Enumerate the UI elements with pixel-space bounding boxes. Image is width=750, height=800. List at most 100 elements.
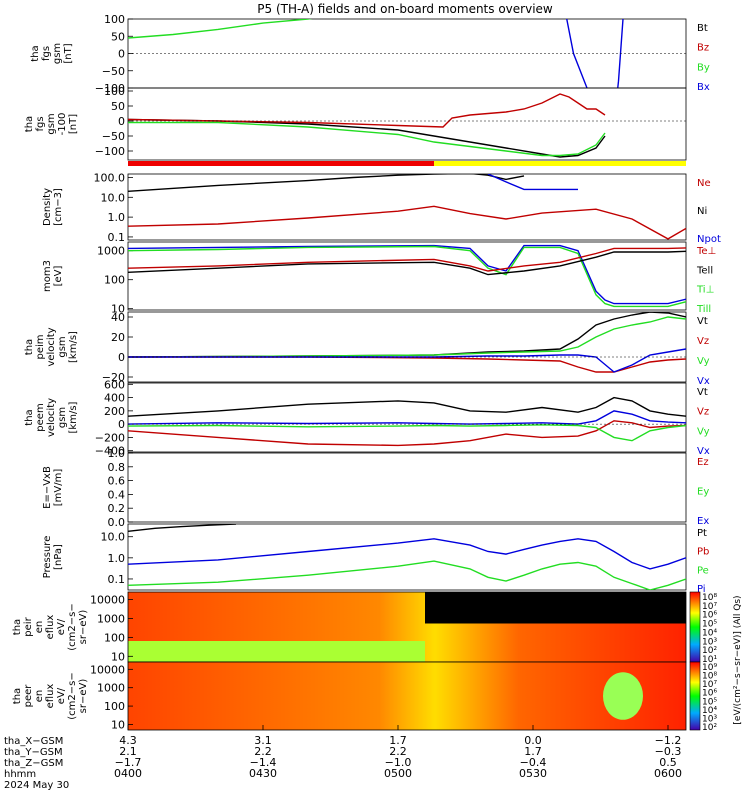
y-tick-label: 1000: [97, 245, 125, 258]
y-tick-label: 1.0: [108, 552, 126, 565]
colorbar-tick-label: 10⁴: [702, 706, 717, 716]
series-line-Pe: [128, 560, 686, 590]
y-axis-label: [mV/m]: [53, 469, 64, 507]
legend-entry: By: [697, 62, 710, 73]
y-tick-label: 400: [104, 392, 125, 405]
legend-entry: Bt: [697, 23, 708, 34]
legend-entry: Tell: [696, 265, 713, 276]
colorbar-tick-label: 10⁶: [702, 611, 717, 621]
legend-entry: Vz: [697, 407, 709, 418]
colorbar-tick-label: 10⁶: [702, 689, 717, 699]
y-tick-label: 50: [111, 100, 125, 113]
x-tick-label: 0400: [114, 767, 142, 780]
x-tick-label: 2.1: [119, 745, 137, 758]
series-line-Ne: [128, 205, 686, 240]
colorbar-tick-label: 10⁸: [702, 672, 717, 682]
panel-frame: [127, 241, 687, 311]
bottom-row-label: 2024 May 30: [4, 780, 69, 791]
y-axis-label: [nT]: [68, 114, 79, 134]
spectrogram-bright-spot: [603, 672, 643, 720]
y-tick-label: −100: [95, 145, 125, 158]
panel-p2: 100 50 0 −50 −100 tha fgs gsm -100 [nT]: [24, 85, 687, 161]
y-axis-label: [nT]: [63, 43, 74, 63]
figure-title: P5 (TH-A) fields and on-board moments ov…: [257, 2, 553, 16]
legend-entry: Bz: [697, 43, 709, 54]
y-axis-label: mom3: [42, 260, 53, 292]
spectrogram-dark-region: [425, 592, 686, 624]
legend-entry: Vx: [697, 376, 710, 387]
panel-frame: [127, 452, 687, 523]
panel-p8: 10.0 1.0 0.1 Pressure [nPa] Pt Pb Pe Pi: [42, 523, 709, 595]
y-tick-label: 0.4: [108, 488, 126, 501]
y-tick-label: 100.0: [94, 171, 126, 184]
series-line-Vz: [128, 356, 686, 373]
legend-entry: Vy: [697, 426, 710, 437]
y-tick-label: 20: [111, 331, 125, 344]
series-line-Npot: [487, 174, 578, 191]
y-axis-label: [km/s]: [68, 401, 79, 433]
y-axis-label: gsm: [57, 336, 68, 357]
series-line-By: [128, 19, 313, 39]
panel-frame: [127, 87, 687, 161]
y-axis-label: peir: [23, 616, 34, 636]
y-tick-label: 10000: [90, 663, 125, 676]
y-tick-label: 100: [104, 274, 125, 287]
y-axis-label: E=−VxB: [42, 466, 53, 509]
series-line-Vy: [128, 316, 686, 358]
spectrogram-image: [128, 662, 686, 730]
legend-entry: Pi: [697, 584, 706, 595]
x-tick-label: 2.2: [254, 745, 272, 758]
y-tick-label: 10.0: [101, 531, 126, 544]
y-tick-label: −100: [95, 82, 125, 95]
y-axis-label: eV/: [56, 687, 67, 704]
legend-entry: Ti⊥: [696, 285, 714, 296]
series-line-Vy: [128, 424, 686, 442]
y-axis-label: eflux: [45, 615, 56, 640]
y-axis-label: peem: [35, 403, 46, 431]
panel-frame: [127, 382, 687, 453]
y-axis-label: sr−eV): [78, 610, 89, 645]
panel-frame: [127, 173, 687, 241]
x-tick-label: 0.0: [524, 734, 542, 747]
y-axis-label: gsm: [57, 407, 68, 428]
y-axis-label: Pressure: [42, 536, 53, 579]
y-axis-label: eflux: [45, 684, 56, 709]
colorbar-tick-label: 10³: [702, 637, 717, 647]
colorbar-tick-label: 10⁴: [702, 628, 717, 638]
y-axis-label: (cm2−s−: [67, 672, 78, 719]
status-bar-yellow: [434, 161, 686, 166]
y-tick-label: 0.6: [108, 475, 126, 488]
y-axis-label: gsm: [52, 43, 63, 64]
y-tick-label: 100: [104, 85, 125, 98]
colorbar-tick-label: 10⁹: [702, 663, 717, 673]
y-tick-label: 10: [111, 650, 125, 663]
x-tick-label: 3.1: [254, 734, 272, 747]
x-tick-label: 4.3: [119, 734, 137, 747]
legend-entry: Vt: [697, 387, 708, 398]
y-tick-label: 100: [104, 631, 125, 644]
y-tick-label: 0.1: [108, 231, 126, 244]
legend-entry: Bx: [697, 82, 710, 93]
y-tick-label: 0.1: [108, 573, 126, 586]
series-line-Bz: [128, 93, 606, 128]
colorbar-tick-label: 10¹: [702, 655, 717, 665]
legend-entry: Ni: [697, 206, 707, 217]
y-axis-label: -100: [57, 113, 68, 136]
y-axis-label: Density: [42, 188, 53, 226]
y-axis-label: tha: [30, 45, 41, 61]
legend-entry: Te⊥: [696, 246, 716, 257]
y-axis-label: en: [34, 690, 45, 703]
x-tick-label: −1.7: [115, 756, 142, 769]
colorbar: [689, 591, 701, 663]
panel-p5: 40 20 0 −20 tha peim velocity gsm [km/s] Vt Vz Vy Vx: [24, 311, 710, 387]
legend-entry: Pt: [697, 528, 707, 539]
colorbar-tick-label: 10³: [702, 714, 717, 724]
y-tick-label: 10: [111, 718, 125, 731]
legend-entry: Till: [696, 304, 711, 315]
y-axis-label: eV/: [56, 618, 67, 635]
legend-entry: Vt: [697, 316, 708, 327]
panel-p1: 100 50 0 −50 −100 tha fgs gsm [nT] Bt Bz By Bx: [30, 13, 710, 95]
